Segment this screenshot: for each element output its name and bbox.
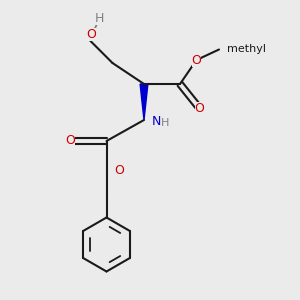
Text: H: H: [161, 118, 170, 128]
Text: O: O: [66, 134, 75, 148]
Text: N: N: [152, 115, 161, 128]
Text: O: O: [195, 101, 204, 115]
Polygon shape: [140, 84, 148, 120]
Text: O: O: [192, 53, 201, 67]
Text: methyl: methyl: [226, 44, 266, 55]
Text: O: O: [114, 164, 124, 178]
Text: H: H: [94, 11, 104, 25]
Text: O: O: [87, 28, 96, 41]
